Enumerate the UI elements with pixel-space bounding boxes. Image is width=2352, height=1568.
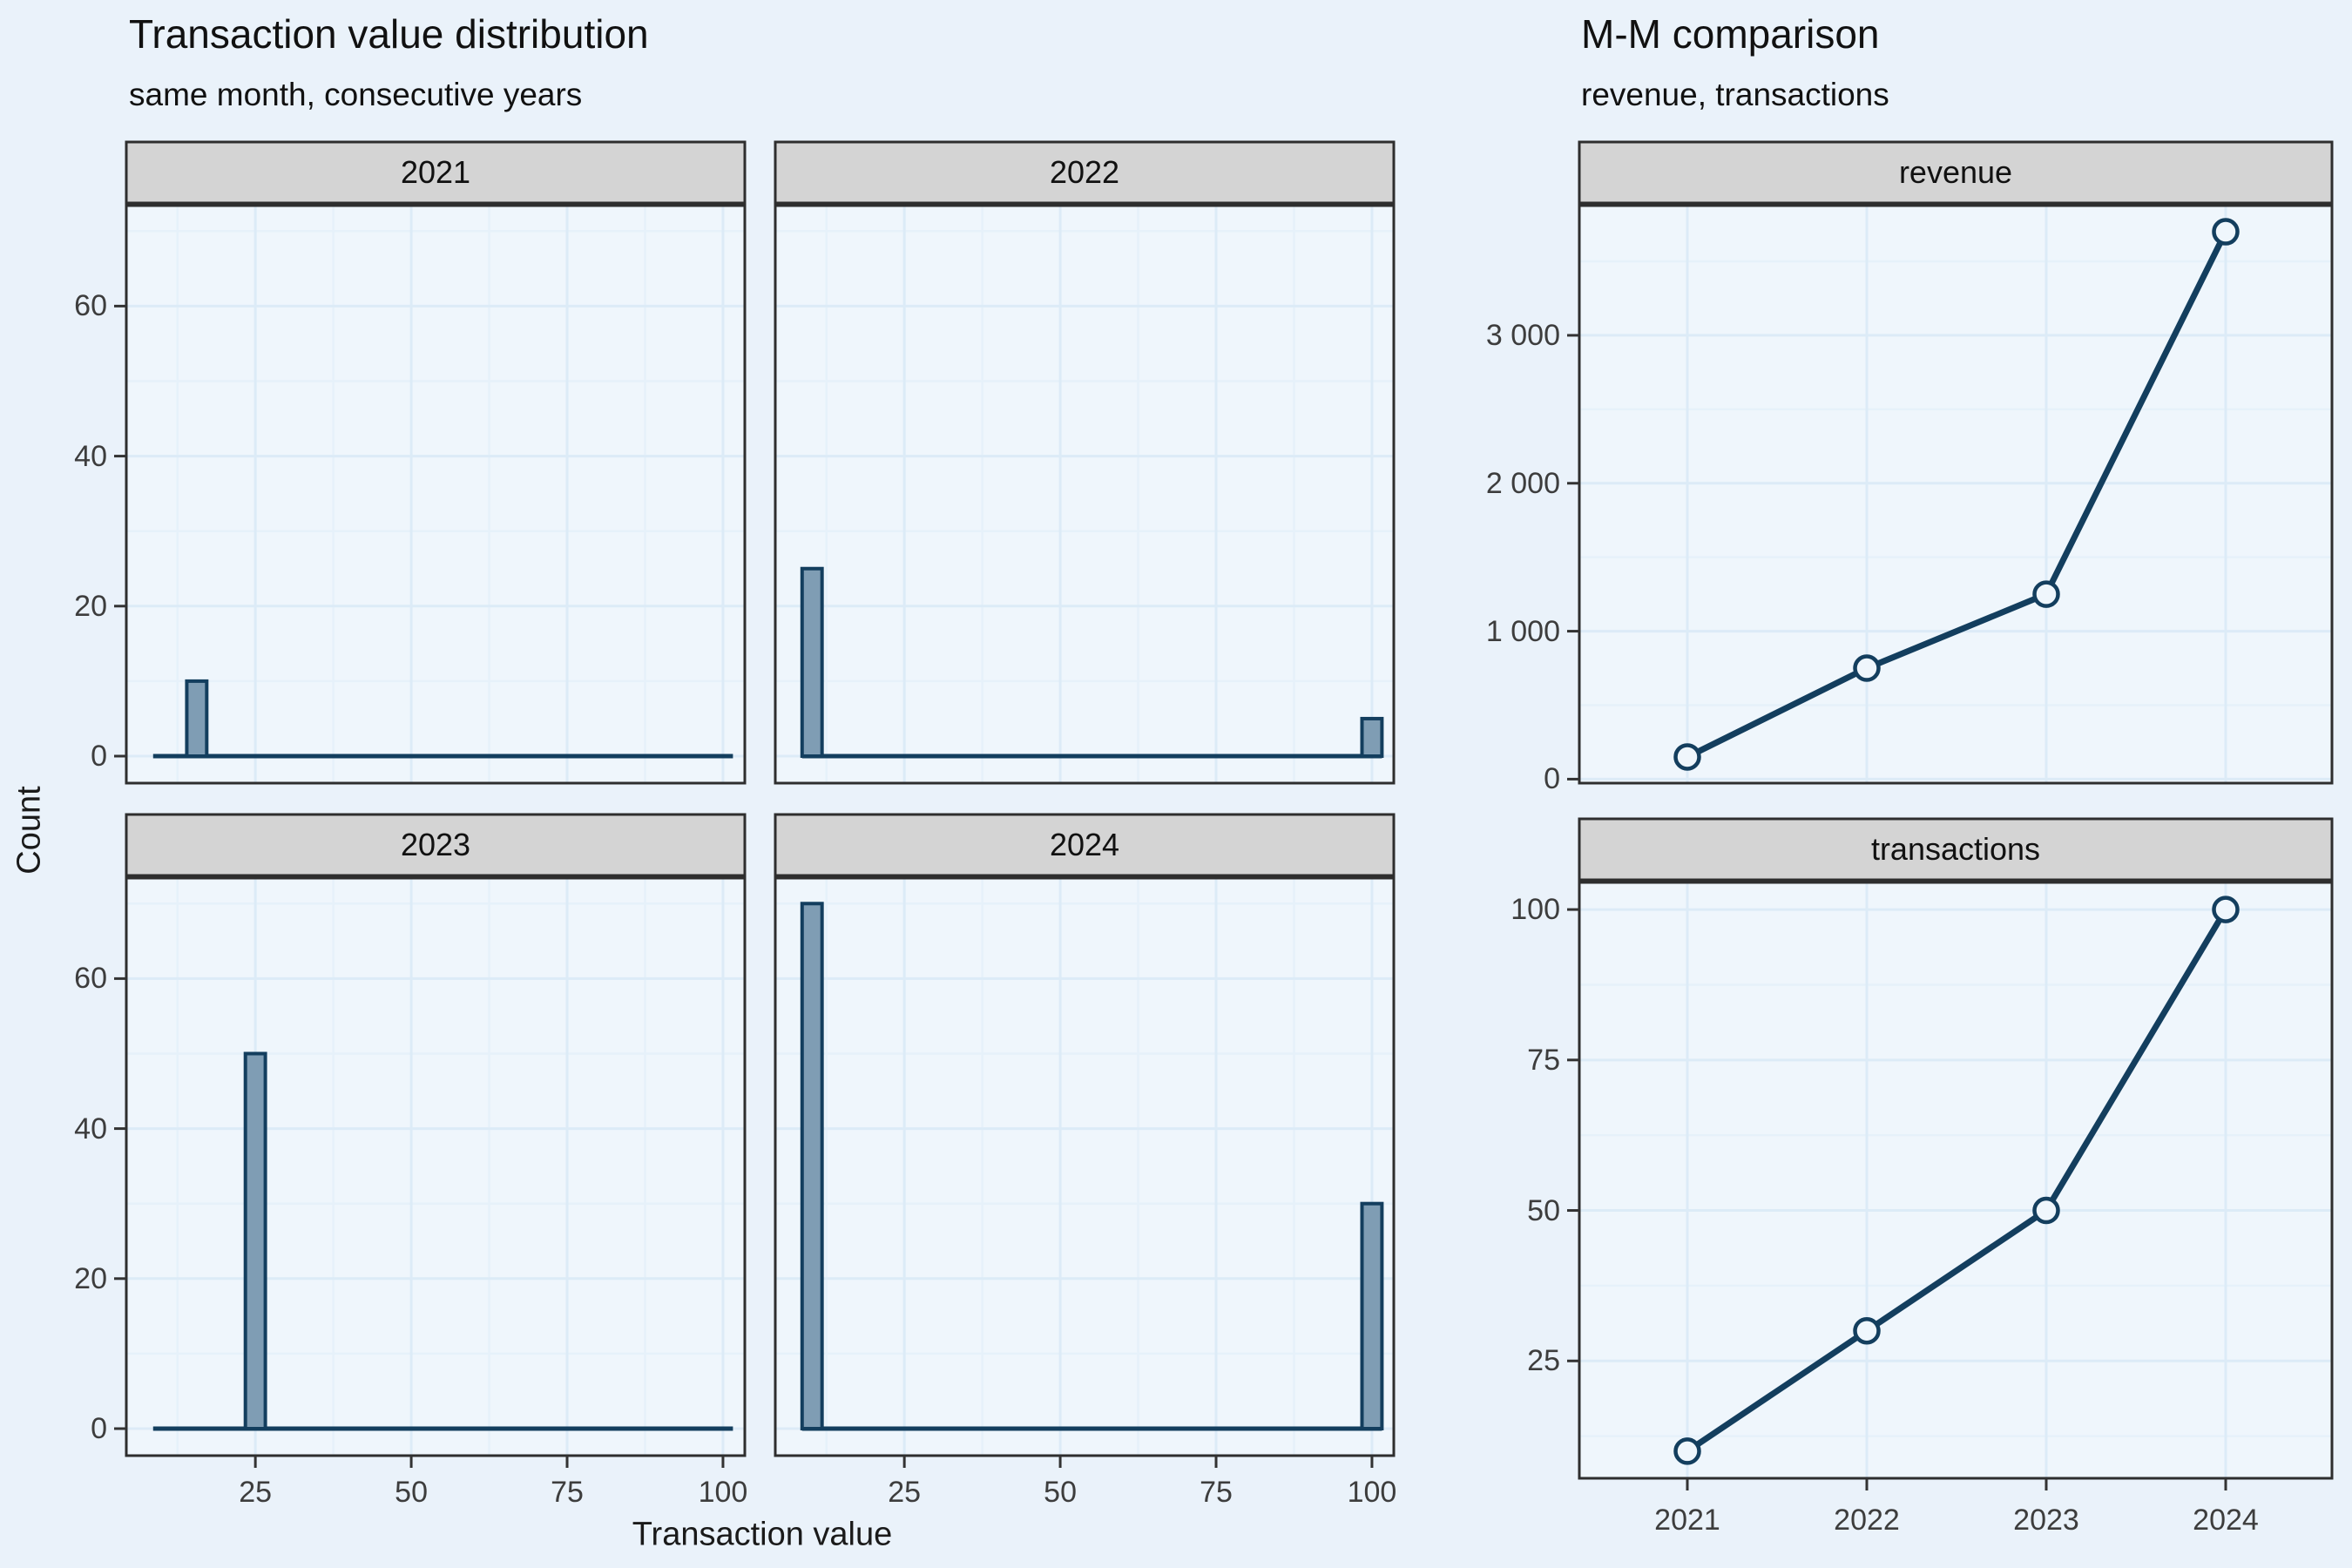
histogram-bar	[800, 902, 824, 1431]
line-series-transactions	[1684, 906, 2229, 1455]
facet-strip-box-2022	[774, 140, 1396, 205]
facet-strip-box-2021	[125, 140, 747, 205]
facet-panel-bg-2021	[126, 206, 745, 783]
histogram-bar	[185, 679, 209, 759]
facet-panel-border-transactions	[1578, 881, 2334, 1480]
data-point	[2032, 1196, 2060, 1225]
data-point	[1673, 1437, 1701, 1465]
facet-strip-box-transactions	[1578, 817, 2334, 882]
facet-panel-border-revenue	[1578, 204, 2334, 785]
histogram-bar	[1360, 1201, 1384, 1431]
data-point	[2212, 896, 2240, 923]
facet-panel-bg-2022	[775, 206, 1394, 783]
data-point	[2212, 218, 2240, 246]
facet-panel-border-2022	[774, 204, 1396, 785]
data-point	[1673, 743, 1701, 771]
histogram-bar	[1360, 716, 1384, 759]
facet-panel-bg-transactions	[1579, 882, 2332, 1478]
line-series-revenue	[1684, 228, 2229, 760]
facet-panel-bg-2024	[775, 878, 1394, 1456]
x-axis-title: Transaction value	[632, 1516, 893, 1553]
data-point	[1853, 654, 1881, 682]
facet-panel-bg-revenue	[1579, 206, 2332, 783]
facet-panel-bg-2023	[126, 878, 745, 1456]
histogram-bar	[800, 566, 824, 759]
facet-strip-box-revenue	[1578, 140, 2334, 205]
facet-strip-box-2023	[125, 813, 747, 877]
facet-panel-border-2024	[774, 876, 1396, 1457]
facet-panel-border-2023	[125, 876, 747, 1457]
left-chart-subtitle: same month, consecutive years	[129, 77, 583, 112]
y-axis-title: Count	[10, 786, 48, 875]
facet-panel-border-2021	[125, 204, 747, 785]
facet-strip-box-2024	[774, 813, 1396, 877]
data-point	[1853, 1316, 1881, 1345]
left-chart-title: Transaction value distribution	[129, 11, 649, 57]
histogram-bar	[243, 1051, 267, 1431]
right-chart-title: M-M comparison	[1581, 11, 1880, 57]
right-chart-subtitle: revenue, transactions	[1581, 77, 1889, 112]
data-point	[2032, 580, 2060, 608]
